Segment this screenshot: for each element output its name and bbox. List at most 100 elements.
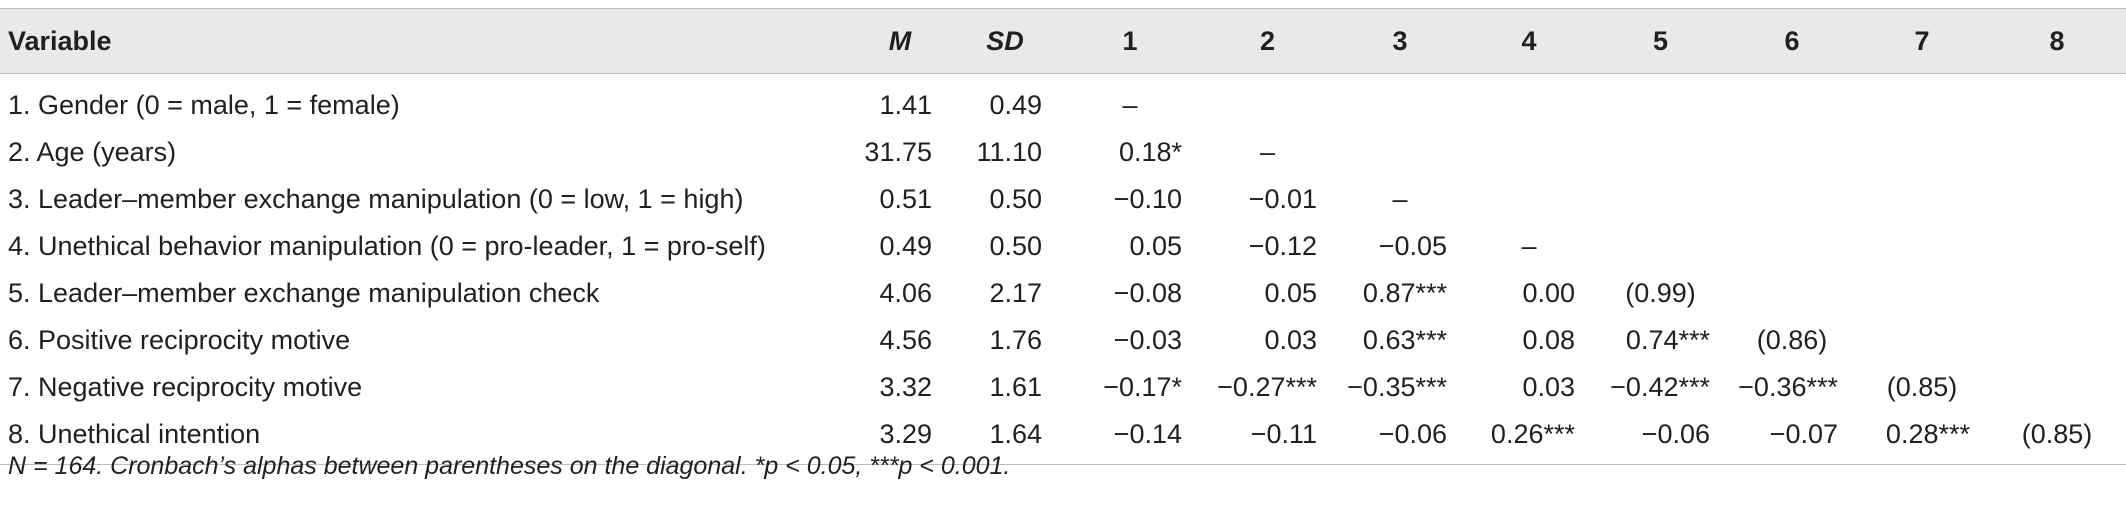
- header-col-7: 7: [1856, 8, 1988, 74]
- corr-cell-6: [1728, 223, 1856, 270]
- variable-cell: 7. Negative reciprocity motive: [8, 372, 363, 402]
- corr-cell-7: [1856, 270, 1988, 317]
- table-row: 6. Positive reciprocity motive 4.56 1.76 −0…: [0, 317, 2126, 364]
- sd-cell: 0.50: [989, 231, 1042, 261]
- corr-cell-4: 0.03: [1522, 372, 1575, 402]
- corr-cell-5: 0.74***: [1625, 325, 1710, 355]
- corr-cell-3: −0.35***: [1347, 372, 1447, 402]
- corr-cell-2: 0.03: [1264, 325, 1317, 355]
- header-col-1: 1: [1060, 8, 1200, 74]
- corr-cell-3: [1335, 129, 1465, 176]
- table-row: 7. Negative reciprocity motive 3.32 1.61 −0…: [0, 364, 2126, 411]
- header-col-3: 3: [1335, 8, 1465, 74]
- sd-cell: 1.76: [989, 325, 1042, 355]
- corr-cell-2: −0.12: [1248, 231, 1317, 261]
- table-header: Variable M SD 1 2 3 4 5 6 7 8: [0, 8, 2126, 74]
- corr-cell-6: [1728, 270, 1856, 317]
- corr-cell-5: −0.42***: [1610, 372, 1710, 402]
- corr-cell-8: [1988, 270, 2126, 317]
- corr-cell-3: 0.87***: [1362, 278, 1447, 308]
- mean-cell: 1.41: [879, 90, 932, 120]
- variable-cell: 5. Leader–member exchange manipulation c…: [8, 278, 600, 308]
- corr-cell-6: −0.07: [1728, 411, 1856, 465]
- corr-cell-3: –: [1392, 184, 1408, 214]
- sd-cell: 1.61: [989, 372, 1042, 402]
- table-note: N = 164. Cronbach’s alphas between paren…: [8, 452, 1011, 480]
- header-col-5: 5: [1593, 8, 1728, 74]
- mean-cell: 31.75: [864, 137, 932, 167]
- corr-cell-8: [1988, 129, 2126, 176]
- variable-cell: 4. Unethical behavior manipulation (0 = …: [8, 231, 766, 261]
- mean-cell: 4.06: [879, 278, 932, 308]
- mean-cell: 3.32: [879, 372, 932, 402]
- corr-cell-4: 0.00: [1522, 278, 1575, 308]
- corr-cell-7: [1856, 223, 1988, 270]
- corr-cell-6: [1728, 176, 1856, 223]
- corr-cell-5: [1593, 129, 1728, 176]
- corr-cell-8: (0.85): [1988, 411, 2126, 465]
- table-body: 1. Gender (0 = male, 1 = female) 1.41 0.49…: [0, 74, 2126, 465]
- corr-cell-8: [1988, 74, 2126, 130]
- header-variable: Variable: [0, 8, 850, 74]
- sd-cell: 2.17: [989, 278, 1042, 308]
- header-row: Variable M SD 1 2 3 4 5 6 7 8: [0, 8, 2126, 74]
- variable-cell: 2. Age (years): [8, 137, 177, 167]
- corr-cell-2: −0.01: [1248, 184, 1317, 214]
- sd-cell: 1.64: [950, 411, 1060, 465]
- header-mean: M: [850, 8, 950, 74]
- table-row: 3. Leader–member exchange manipulation (…: [0, 176, 2126, 223]
- corr-cell-6: [1728, 74, 1856, 130]
- corr-cell-7: 0.28***: [1856, 411, 1988, 465]
- corr-cell-2: −0.11: [1200, 411, 1335, 465]
- mean-cell: 0.49: [879, 231, 932, 261]
- corr-cell-7: [1856, 176, 1988, 223]
- table-row: 8. Unethical intention 3.29 1.64 −0.14 −0.11…: [0, 411, 2126, 465]
- table-row: 1. Gender (0 = male, 1 = female) 1.41 0.49…: [0, 74, 2126, 130]
- corr-cell-5: (0.99): [1625, 278, 1696, 308]
- corr-cell-1: 0.18*: [1118, 137, 1182, 167]
- corr-cell-5: [1593, 176, 1728, 223]
- corr-cell-1: −0.03: [1113, 325, 1182, 355]
- corr-cell-6: [1728, 129, 1856, 176]
- corr-cell-8: [1988, 364, 2126, 411]
- corr-cell-6: (0.86): [1756, 325, 1828, 355]
- corr-cell-2: 0.05: [1264, 278, 1317, 308]
- sd-cell: 11.10: [976, 137, 1042, 167]
- header-col-8: 8: [1988, 8, 2126, 74]
- corr-cell-3: 0.63***: [1362, 325, 1447, 355]
- header-col-2: 2: [1200, 8, 1335, 74]
- corr-cell-4: 0.08: [1522, 325, 1575, 355]
- corr-cell-1: −0.17*: [1103, 372, 1182, 402]
- corr-cell-4: [1465, 176, 1593, 223]
- variable-cell: 6. Positive reciprocity motive: [8, 325, 351, 355]
- corr-cell-6: −0.36***: [1738, 372, 1838, 402]
- table-row: 5. Leader–member exchange manipulation c…: [0, 270, 2126, 317]
- corr-cell-1: −0.14: [1060, 411, 1200, 465]
- corr-cell-1: 0.05: [1129, 231, 1182, 261]
- corr-cell-2: −0.27***: [1217, 372, 1317, 402]
- corr-cell-2: [1200, 74, 1335, 130]
- corr-cell-7: [1856, 129, 1988, 176]
- correlation-table: Variable M SD 1 2 3 4 5 6 7 8 1. Gender …: [0, 8, 2126, 465]
- corr-cell-7: (0.85): [1886, 372, 1958, 402]
- corr-cell-7: [1856, 317, 1988, 364]
- corr-cell-1: –: [1122, 90, 1138, 120]
- corr-cell-4: [1465, 129, 1593, 176]
- variable-cell: 3. Leader–member exchange manipulation (…: [8, 184, 744, 214]
- corr-cell-4: –: [1521, 231, 1537, 261]
- mean-cell: 0.51: [879, 184, 932, 214]
- header-col-4: 4: [1465, 8, 1593, 74]
- corr-cell-4: 0.26***: [1465, 411, 1593, 465]
- table-row: 4. Unethical behavior manipulation (0 = …: [0, 223, 2126, 270]
- table-row: 2. Age (years) 31.75 11.10 0.18* –: [0, 129, 2126, 176]
- mean-cell: 3.29: [850, 411, 950, 465]
- corr-cell-5: [1593, 74, 1728, 130]
- variable-cell: 1. Gender (0 = male, 1 = female): [8, 90, 400, 120]
- header-sd: SD: [950, 8, 1060, 74]
- corr-cell-1: −0.10: [1113, 184, 1182, 214]
- corr-cell-2: –: [1259, 137, 1276, 167]
- header-col-6: 6: [1728, 8, 1856, 74]
- corr-cell-3: −0.05: [1378, 231, 1447, 261]
- corr-cell-1: −0.08: [1113, 278, 1182, 308]
